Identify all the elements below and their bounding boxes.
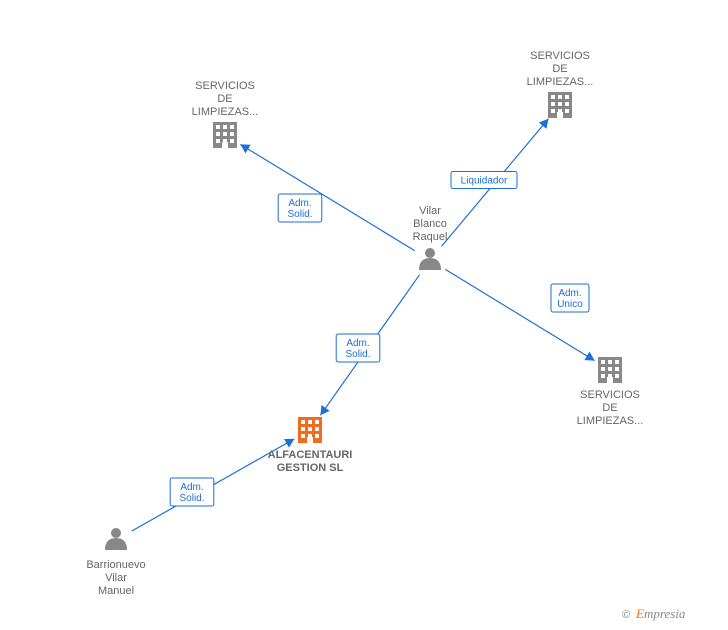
watermark-first-letter: E	[635, 606, 644, 621]
edge-label-text: Adm.	[558, 288, 581, 299]
nodes-layer: VilarBlancoRaquelBarrionuevoVilarManuelA…	[86, 50, 643, 597]
node-label: Vilar	[105, 572, 127, 584]
node-alfa[interactable]: ALFACENTAURIGESTION SL	[268, 417, 353, 474]
node-label: ALFACENTAURI	[268, 449, 353, 461]
node-label: Blanco	[413, 218, 447, 230]
node-label: Vilar	[419, 205, 441, 217]
edge: Adm.Solid.	[240, 144, 414, 250]
edge-label-text: Unico	[557, 299, 583, 310]
node-label: DE	[602, 402, 617, 414]
edges-layer: Adm.Solid.LiquidadorAdm.UnicoAdm.Solid.A…	[132, 119, 595, 531]
edge-label-text: Solid.	[179, 493, 204, 504]
node-label: LIMPIEZAS...	[527, 76, 594, 88]
edge: Liquidador	[442, 119, 549, 246]
node-serv_tr[interactable]: SERVICIOSDELIMPIEZAS...	[527, 50, 594, 118]
edge-label-text: Liquidador	[461, 176, 508, 187]
edge-label-text: Adm.	[180, 482, 203, 493]
node-label: Raquel	[413, 231, 448, 243]
edge-label-text: Solid.	[345, 349, 370, 360]
watermark: © Empresia	[622, 606, 686, 621]
copyright-symbol: ©	[622, 609, 630, 621]
node-label: LIMPIEZAS...	[577, 415, 644, 427]
node-label: LIMPIEZAS...	[192, 106, 259, 118]
edge-label-text: Adm.	[288, 198, 311, 209]
node-label: Manuel	[98, 585, 134, 597]
node-label: Barrionuevo	[86, 559, 145, 571]
node-serv_tl[interactable]: SERVICIOSDELIMPIEZAS...	[192, 80, 259, 148]
edge: Adm.Unico	[445, 269, 594, 360]
person-icon	[419, 248, 441, 270]
node-serv_r[interactable]: SERVICIOSDELIMPIEZAS...	[577, 357, 644, 427]
node-vilar[interactable]: VilarBlancoRaquel	[413, 205, 448, 270]
node-label: DE	[552, 63, 567, 75]
edge-label-text: Solid.	[287, 209, 312, 220]
building-icon	[598, 357, 622, 383]
node-label: SERVICIOS	[530, 50, 590, 62]
watermark-rest: mpresia	[644, 606, 686, 621]
person-icon	[105, 528, 127, 550]
building-icon	[213, 122, 237, 148]
edge-label-text: Adm.	[346, 338, 369, 349]
building-icon	[298, 417, 322, 443]
network-diagram: Adm.Solid.LiquidadorAdm.UnicoAdm.Solid.A…	[0, 0, 728, 630]
node-barrio[interactable]: BarrionuevoVilarManuel	[86, 528, 145, 597]
node-label: SERVICIOS	[195, 80, 255, 92]
node-label: DE	[217, 93, 232, 105]
edge: Adm.Solid.	[320, 275, 419, 416]
node-label: SERVICIOS	[580, 389, 640, 401]
node-label: GESTION SL	[277, 462, 344, 474]
building-icon	[548, 92, 572, 118]
